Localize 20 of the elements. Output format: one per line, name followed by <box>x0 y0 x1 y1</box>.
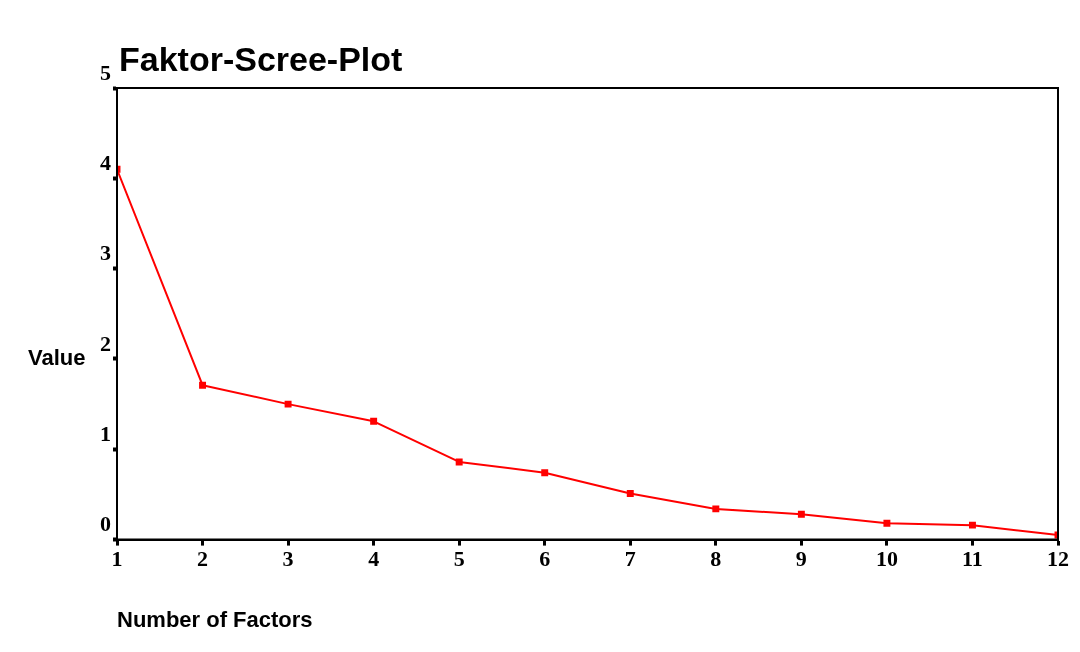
y-tick-label: 5 <box>100 59 111 85</box>
x-tick-label: 3 <box>282 546 294 572</box>
x-tick-label: 7 <box>624 546 636 572</box>
y-tick-label: 1 <box>100 420 111 446</box>
x-axis-title: Number of Factors <box>117 607 313 633</box>
y-tick-label: 0 <box>100 511 111 537</box>
x-tick-label: 11 <box>962 546 983 572</box>
y-tick-label: 4 <box>100 150 111 176</box>
y-axis-title: Value <box>28 344 86 370</box>
x-tick-label: 10 <box>875 546 898 572</box>
x-tick-label: 5 <box>453 546 465 572</box>
x-tick-label: 4 <box>368 546 380 572</box>
y-tick-label: 3 <box>100 240 111 266</box>
x-tick-label: 6 <box>539 546 551 572</box>
x-tick-label: 9 <box>795 546 807 572</box>
x-tick-label: 12 <box>1047 546 1069 572</box>
x-tick-label: 8 <box>710 546 722 572</box>
y-tick-label: 2 <box>100 330 111 356</box>
chart-title: Faktor-Scree-Plot <box>119 40 403 79</box>
x-tick-label: 2 <box>197 546 209 572</box>
